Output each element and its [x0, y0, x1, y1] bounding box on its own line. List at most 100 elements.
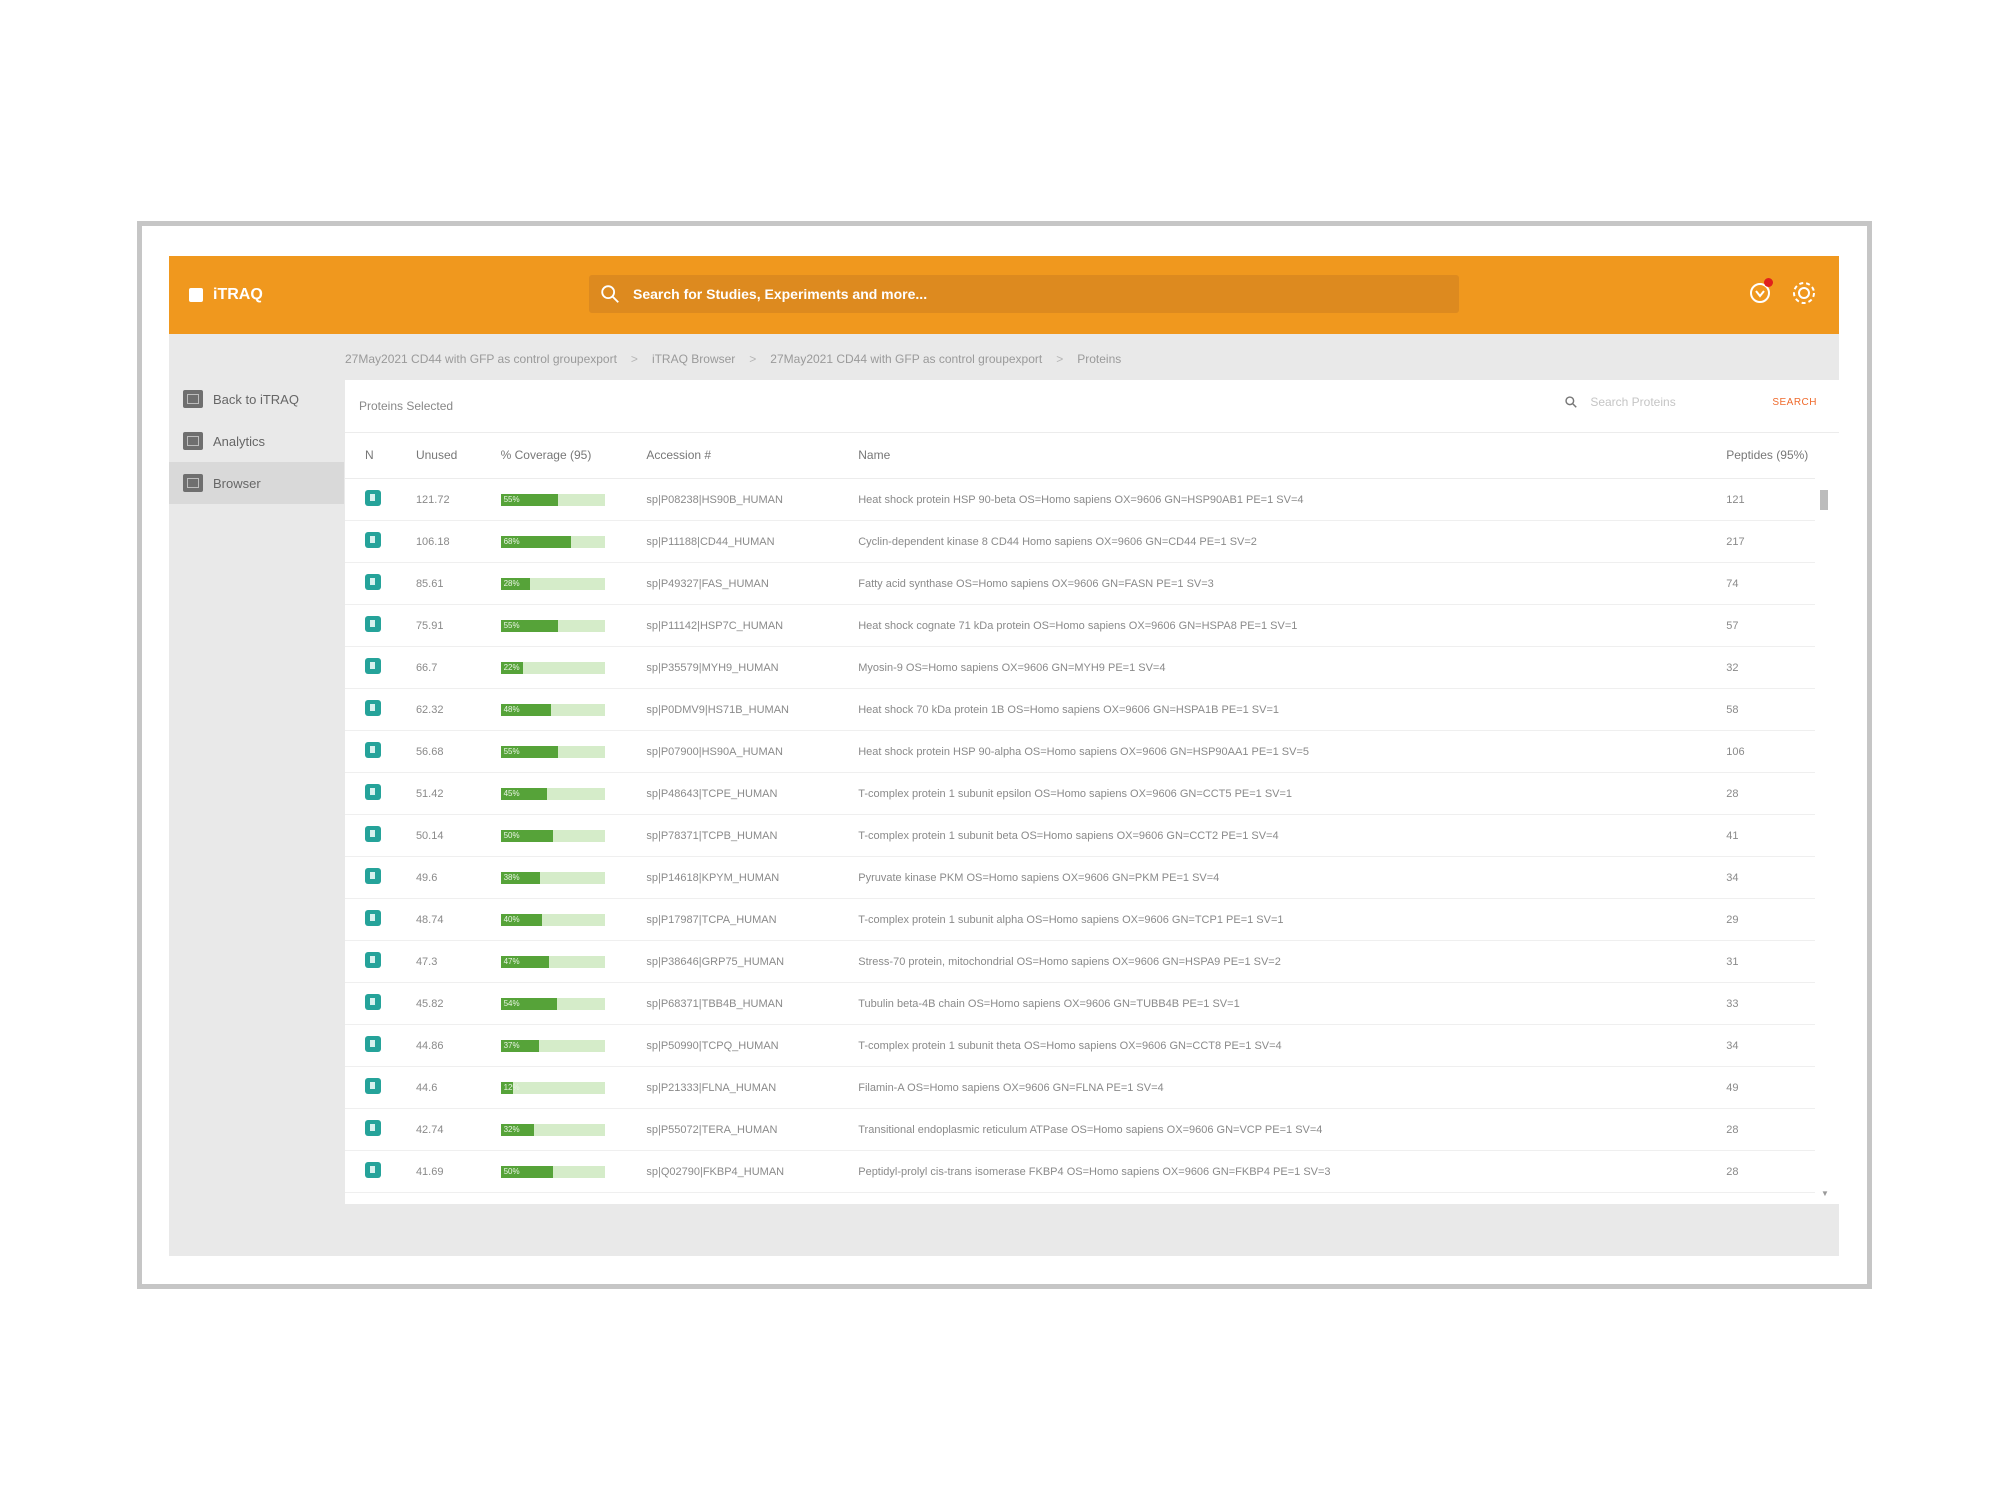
- accession-cell[interactable]: sp|P14618|KPYM_HUMAN: [646, 856, 859, 899]
- table-row[interactable]: 85.61 28% sp|P49327|FAS_HUMAN Fatty acid sy…: [345, 562, 1815, 605]
- protein-badge-icon[interactable]: [365, 490, 381, 506]
- accession-cell[interactable]: sp|P17987|TCPA_HUMAN: [646, 898, 859, 941]
- accession-cell[interactable]: sp|P48643|TCPE_HUMAN: [646, 772, 859, 815]
- name-cell: Heat shock 70 kDa protein 1B OS=Homo sap…: [858, 688, 1727, 731]
- table-row[interactable]: 47.3 47% sp|P38646|GRP75_HUMAN Stress-70 pr…: [345, 940, 1815, 983]
- protein-badge-icon[interactable]: [365, 532, 381, 548]
- accession-cell[interactable]: sp|P68371|TBB4B_HUMAN: [646, 982, 859, 1025]
- coverage-bar: 68%: [500, 535, 605, 548]
- unused-cell: 66.7: [415, 646, 501, 689]
- app-title[interactable]: iTRAQ: [189, 282, 263, 308]
- accession-cell[interactable]: sp|P35579|MYH9_HUMAN: [646, 646, 859, 689]
- table-row[interactable]: 42.74 32% sp|P55072|TERA_HUMAN Transitional…: [345, 1108, 1815, 1151]
- unused-cell: 121.72: [415, 478, 501, 521]
- table-row[interactable]: 51.42 45% sp|P48643|TCPE_HUMAN T-complex pr…: [345, 772, 1815, 815]
- coverage-label: 37%: [503, 1040, 520, 1050]
- column-header-unused[interactable]: Unused: [415, 432, 501, 479]
- accession-cell[interactable]: sp|P08238|HS90B_HUMAN: [646, 478, 859, 521]
- table-row[interactable]: 121.72 55% sp|P08238|HS90B_HUMAN Heat shock…: [345, 478, 1815, 521]
- coverage-bar: 45%: [500, 787, 605, 800]
- protein-badge-icon[interactable]: [365, 910, 381, 926]
- coverage-fill: [500, 913, 543, 926]
- breadcrumb-item[interactable]: 27May2021 CD44 with GFP as control group…: [345, 352, 617, 366]
- sidebar-item-back[interactable]: Back to iTRAQ: [169, 378, 344, 420]
- coverage-label: 40%: [503, 914, 520, 924]
- protein-badge-icon[interactable]: [365, 826, 381, 842]
- column-header-n[interactable]: N: [345, 432, 416, 479]
- column-header-name[interactable]: Name: [858, 432, 1727, 479]
- breadcrumb-item[interactable]: iTRAQ Browser: [651, 352, 736, 366]
- protein-badge-icon[interactable]: [365, 952, 381, 968]
- accession-cell[interactable]: sp|P11188|CD44_HUMAN: [646, 520, 859, 563]
- sidebar-item-browser[interactable]: Browser: [169, 462, 344, 504]
- table-row[interactable]: 44.6 12% sp|P21333|FLNA_HUMAN Filamin-A OS=…: [345, 1066, 1815, 1109]
- table-row[interactable]: 62.32 48% sp|P0DMV9|HS71B_HUMAN Heat shock …: [345, 688, 1815, 731]
- protein-badge-icon[interactable]: [365, 1162, 381, 1178]
- row-id-cell: [345, 1150, 416, 1193]
- accession-cell[interactable]: sp|P50990|TCPQ_HUMAN: [646, 1024, 859, 1067]
- scroll-down-arrow-icon[interactable]: ▼: [1821, 1189, 1829, 1198]
- protein-badge-icon[interactable]: [365, 868, 381, 884]
- protein-badge-icon[interactable]: [365, 700, 381, 716]
- table-row[interactable]: 50.14 50% sp|P78371|TCPB_HUMAN T-complex pr…: [345, 814, 1815, 857]
- row-id-cell: [345, 1066, 416, 1109]
- table-row[interactable]: 41.69 50% sp|Q02790|FKBP4_HUMAN Peptidyl-pr…: [345, 1150, 1815, 1193]
- accession-cell[interactable]: sp|P21333|FLNA_HUMAN: [646, 1066, 859, 1109]
- row-id-cell: [345, 856, 416, 899]
- table-row[interactable]: 48.74 40% sp|P17987|TCPA_HUMAN T-complex pr…: [345, 898, 1815, 941]
- protein-badge-icon[interactable]: [365, 742, 381, 758]
- protein-badge-icon[interactable]: [365, 784, 381, 800]
- table-row[interactable]: 56.68 55% sp|P07900|HS90A_HUMAN Heat shock …: [345, 730, 1815, 773]
- protein-badge-icon[interactable]: [365, 658, 381, 674]
- coverage-cell: 48%: [500, 688, 647, 731]
- name-cell: Filamin-A OS=Homo sapiens OX=9606 GN=FLN…: [858, 1066, 1727, 1109]
- coverage-fill: [500, 619, 558, 632]
- back-icon: [183, 390, 203, 408]
- accession-cell[interactable]: sp|P78371|TCPB_HUMAN: [646, 814, 859, 857]
- scrollbar-thumb[interactable]: [1820, 490, 1828, 510]
- accession-cell[interactable]: sp|P49327|FAS_HUMAN: [646, 562, 859, 605]
- unused-cell: 75.91: [415, 604, 501, 647]
- table-row[interactable]: 66.7 22% sp|P35579|MYH9_HUMAN Myosin-9 OS=H…: [345, 646, 1815, 689]
- coverage-cell: 37%: [500, 1024, 647, 1067]
- protein-search-input[interactable]: [1588, 394, 1763, 410]
- breadcrumb-item[interactable]: 27May2021 CD44 with GFP as control group…: [770, 352, 1043, 366]
- accession-cell[interactable]: sp|P07900|HS90A_HUMAN: [646, 730, 859, 773]
- accession-cell[interactable]: sp|Q02790|FKBP4_HUMAN: [646, 1150, 859, 1193]
- search-icon: [1565, 396, 1578, 408]
- protein-badge-icon[interactable]: [365, 1120, 381, 1136]
- coverage-bar: 37%: [500, 1039, 605, 1052]
- table-row[interactable]: 49.6 38% sp|P14618|KPYM_HUMAN Pyruvate kina…: [345, 856, 1815, 899]
- accession-cell[interactable]: sp|P38646|GRP75_HUMAN: [646, 940, 859, 983]
- coverage-bar: 28%: [500, 577, 605, 590]
- global-search-input[interactable]: [631, 285, 1435, 303]
- table-scrollbar[interactable]: ▼: [1819, 478, 1829, 1198]
- table-row[interactable]: 106.18 68% sp|P11188|CD44_HUMAN Cyclin-depe…: [345, 520, 1815, 563]
- table-row[interactable]: 75.91 55% sp|P11142|HSP7C_HUMAN Heat shock …: [345, 604, 1815, 647]
- coverage-label: 48%: [503, 704, 520, 714]
- accession-cell[interactable]: sp|P55072|TERA_HUMAN: [646, 1108, 859, 1151]
- protein-badge-icon[interactable]: [365, 616, 381, 632]
- coverage-cell: 50%: [500, 814, 647, 857]
- accession-cell[interactable]: sp|P0DMV9|HS71B_HUMAN: [646, 688, 859, 731]
- unused-cell: 44.86: [415, 1024, 501, 1067]
- protein-badge-icon[interactable]: [365, 574, 381, 590]
- coverage-cell: 40%: [500, 898, 647, 941]
- column-header-accession[interactable]: Accession #: [646, 432, 859, 479]
- settings-button[interactable]: [1789, 278, 1819, 308]
- protein-badge-icon[interactable]: [365, 1036, 381, 1052]
- accession-cell[interactable]: sp|P11142|HSP7C_HUMAN: [646, 604, 859, 647]
- name-cell: Heat shock protein HSP 90-beta OS=Homo s…: [858, 478, 1727, 521]
- row-id-cell: [345, 604, 416, 647]
- search-button[interactable]: SEARCH: [1772, 396, 1817, 408]
- table-row[interactable]: 44.86 37% sp|P50990|TCPQ_HUMAN T-complex pr…: [345, 1024, 1815, 1067]
- protein-badge-icon[interactable]: [365, 994, 381, 1010]
- coverage-cell: 68%: [500, 520, 647, 563]
- name-cell: Peptidyl-prolyl cis-trans isomerase FKBP…: [858, 1150, 1727, 1193]
- column-header-coverage[interactable]: % Coverage (95): [500, 432, 647, 479]
- notification-button[interactable]: [1745, 278, 1775, 308]
- table-row[interactable]: 45.82 54% sp|P68371|TBB4B_HUMAN Tubulin bet…: [345, 982, 1815, 1025]
- column-header-peptides[interactable]: Peptides (95%): [1726, 432, 1815, 479]
- protein-badge-icon[interactable]: [365, 1078, 381, 1094]
- sidebar-item-analytics[interactable]: Analytics: [169, 420, 344, 462]
